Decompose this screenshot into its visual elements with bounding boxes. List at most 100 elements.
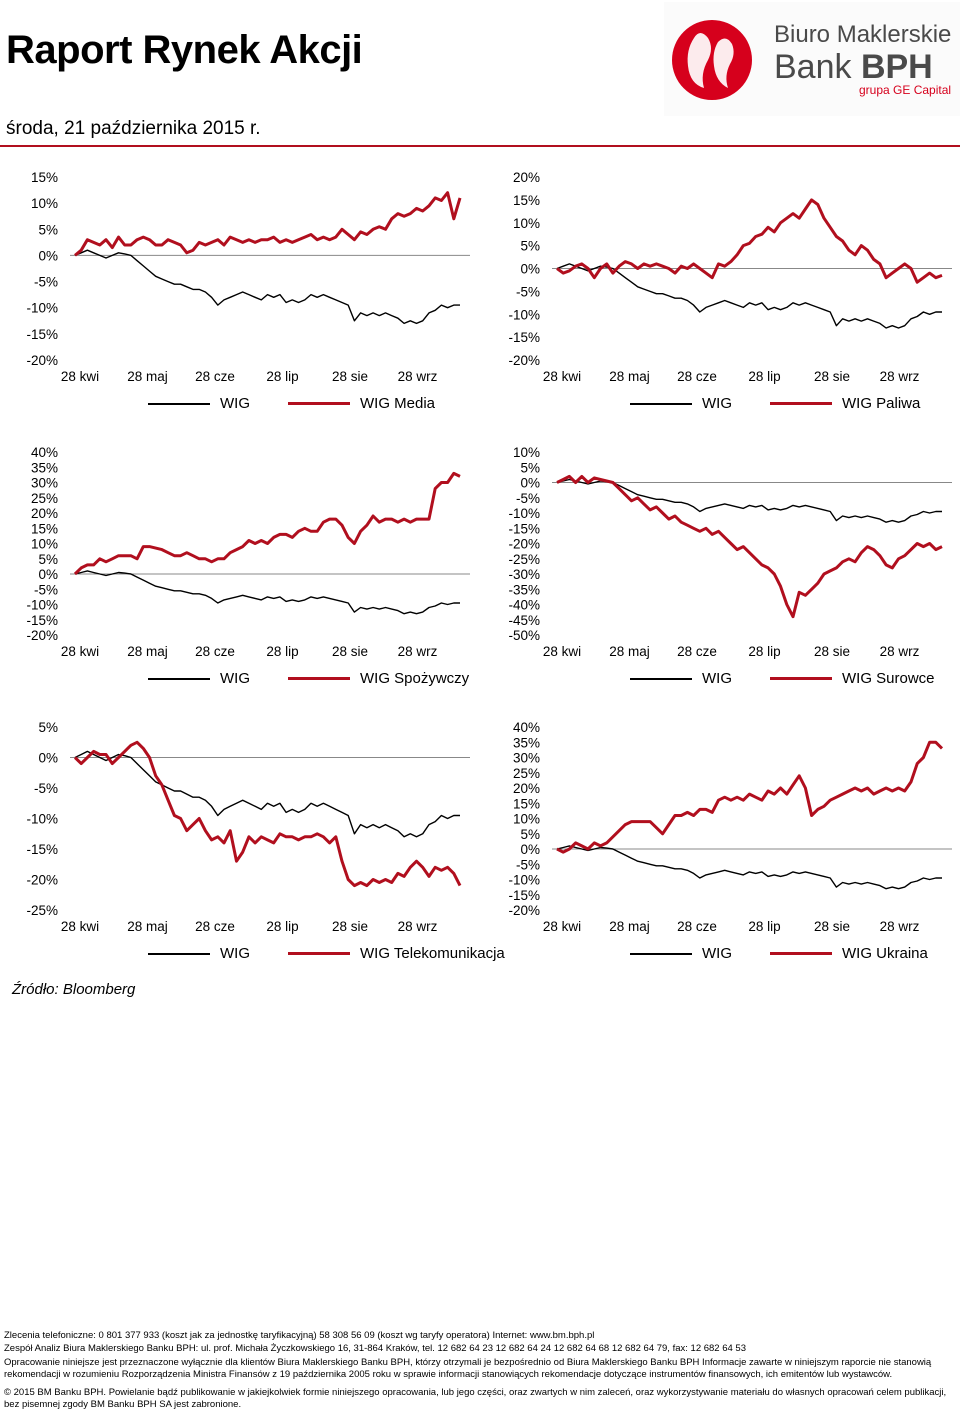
logo-line3: grupa GE Capital (859, 83, 951, 97)
y-tick-label: 10% (31, 196, 58, 211)
x-tick-label: 28 sie (814, 369, 850, 384)
bank-logo: Biuro Maklerskie Bank BPH grupa GE Capit… (664, 2, 960, 116)
legend-item: WIG Ukraina (770, 945, 928, 962)
legend-swatch (288, 677, 350, 680)
x-tick-label: 28 maj (609, 369, 650, 384)
x-tick-label: 28 maj (609, 919, 650, 934)
legend-swatch (148, 952, 210, 955)
x-tick-label: 28 wrz (398, 369, 438, 384)
series-line-wig (556, 263, 942, 329)
source-note: Źródło: Bloomberg (12, 981, 136, 998)
logo-line1: Biuro Maklerskie (774, 21, 951, 48)
legend-label: WIG (220, 395, 250, 412)
chart-legend: WIG WIG Media (0, 395, 480, 415)
line-chart: 20% 15% 10% 5% 0% -5% -10% -15% -20%28 kwi 28 maj… (508, 170, 952, 384)
y-tick-label: -15% (508, 888, 540, 903)
chart-panel: 40% 35% 30% 25% 20% 15% 10% 5% 0% -5% -10% -15% -20%… (0, 440, 480, 700)
x-tick-label: 28 maj (127, 644, 168, 659)
series-line-wig (556, 478, 942, 523)
footer-contact: Zlecenia telefoniczne: 0 801 377 933 (ko… (4, 1330, 595, 1341)
legend-swatch (630, 402, 692, 405)
series-line-sector (74, 191, 462, 257)
y-tick-label: 0% (38, 751, 58, 766)
y-tick-label: -30% (508, 567, 540, 582)
y-tick-label: 10% (31, 537, 58, 552)
y-tick-label: -15% (508, 521, 540, 536)
y-tick-label: 5% (520, 827, 540, 842)
y-tick-label: 15% (513, 193, 540, 208)
y-tick-label: -10% (508, 506, 540, 521)
legend-item: WIG (148, 395, 250, 412)
x-tick-label: 28 lip (748, 644, 780, 659)
x-tick-label: 28 kwi (61, 369, 99, 384)
x-tick-label: 28 lip (266, 644, 298, 659)
legend-label: WIG (220, 945, 250, 962)
y-tick-label: -35% (508, 582, 540, 597)
x-tick-label: 28 lip (748, 919, 780, 934)
legend-item: WIG Surowce (770, 670, 935, 687)
legend-item: WIG Media (288, 395, 435, 412)
legend-label: WIG (702, 395, 732, 412)
y-tick-label: -15% (508, 330, 540, 345)
chart-legend: WIG WIG Telekomunikacja (0, 945, 505, 965)
report-title: Raport Rynek Akcji (6, 28, 363, 72)
legend-swatch (288, 402, 350, 405)
y-tick-label: 15% (31, 170, 58, 185)
legend-label: WIG (220, 670, 250, 687)
series-line-wig (556, 845, 942, 890)
y-tick-label: -20% (26, 353, 58, 368)
chart-panel: 5% 0% -5% -10% -15% -20% -25% 28 kwi 28 maj 28 cz… (0, 715, 505, 975)
line-chart: 40%35%30%25%20%15%10%5%0%-5%-10%-15%-20%… (26, 445, 470, 659)
y-tick-label: 25% (513, 766, 540, 781)
x-tick-label: 28 sie (332, 369, 368, 384)
y-tick-label: 0% (520, 476, 540, 491)
svg-text:Bank BPH: Bank BPH (774, 48, 933, 86)
y-tick-label: -20% (26, 873, 58, 888)
x-tick-label: 28 lip (266, 919, 298, 934)
series-line-sector (556, 198, 943, 284)
x-tick-label: 28 kwi (543, 644, 581, 659)
footer-address: Zespół Analiz Biura Maklerskiego Banku B… (4, 1343, 747, 1354)
y-tick-label: -20% (26, 628, 58, 643)
chart-legend: WIG WIG Paliwa (482, 395, 960, 415)
y-tick-label: -15% (26, 842, 58, 857)
chart-panel: 20% 15% 10% 5% 0% -5% -10% -15% -20% 28 kwi 28 maj… (482, 165, 960, 425)
y-tick-label: 10% (513, 445, 540, 460)
legend-swatch (770, 402, 832, 405)
y-tick-label: -5% (516, 491, 540, 506)
y-tick-label: -10% (508, 873, 540, 888)
line-chart: 15% 10% 5% 0% -5% -10% -15% -20%28 kwi 28 maj 28 … (26, 170, 470, 384)
y-tick-label: -10% (26, 598, 58, 613)
legend-swatch (148, 677, 210, 680)
y-tick-label: -25% (26, 903, 58, 918)
legend-item: WIG Telekomunikacja (288, 945, 505, 962)
legend-swatch (148, 402, 210, 405)
x-tick-label: 28 wrz (880, 919, 920, 934)
report-date: środa, 21 października 2015 r. (6, 118, 261, 139)
legend-swatch (770, 952, 832, 955)
x-tick-label: 28 cze (677, 644, 717, 659)
series-line-sector (73, 740, 462, 888)
series-line-sector (73, 471, 461, 576)
y-tick-label: 10% (513, 812, 540, 827)
y-tick-label: 5% (520, 239, 540, 254)
legend-item: WIG Paliwa (770, 395, 920, 412)
y-tick-label: -10% (508, 307, 540, 322)
y-tick-label: 5% (520, 460, 540, 475)
y-tick-label: 35% (513, 735, 540, 750)
y-tick-label: 40% (513, 720, 540, 735)
x-tick-label: 28 kwi (61, 919, 99, 934)
footer-disclaimer: Opracowanie niniejsze jest przeznaczone … (4, 1357, 932, 1380)
x-tick-label: 28 cze (677, 369, 717, 384)
x-tick-label: 28 wrz (398, 644, 438, 659)
x-tick-label: 28 sie (332, 919, 368, 934)
legend-item: WIG (148, 670, 250, 687)
logo-line2b: BPH (861, 48, 933, 86)
y-tick-label: -40% (508, 598, 540, 613)
x-tick-label: 28 cze (195, 919, 235, 934)
x-tick-label: 28 maj (127, 919, 168, 934)
y-tick-label: 0% (38, 248, 58, 263)
y-tick-label: -5% (34, 275, 58, 290)
legend-swatch (630, 677, 692, 680)
legend-label: WIG Telekomunikacja (360, 945, 505, 962)
